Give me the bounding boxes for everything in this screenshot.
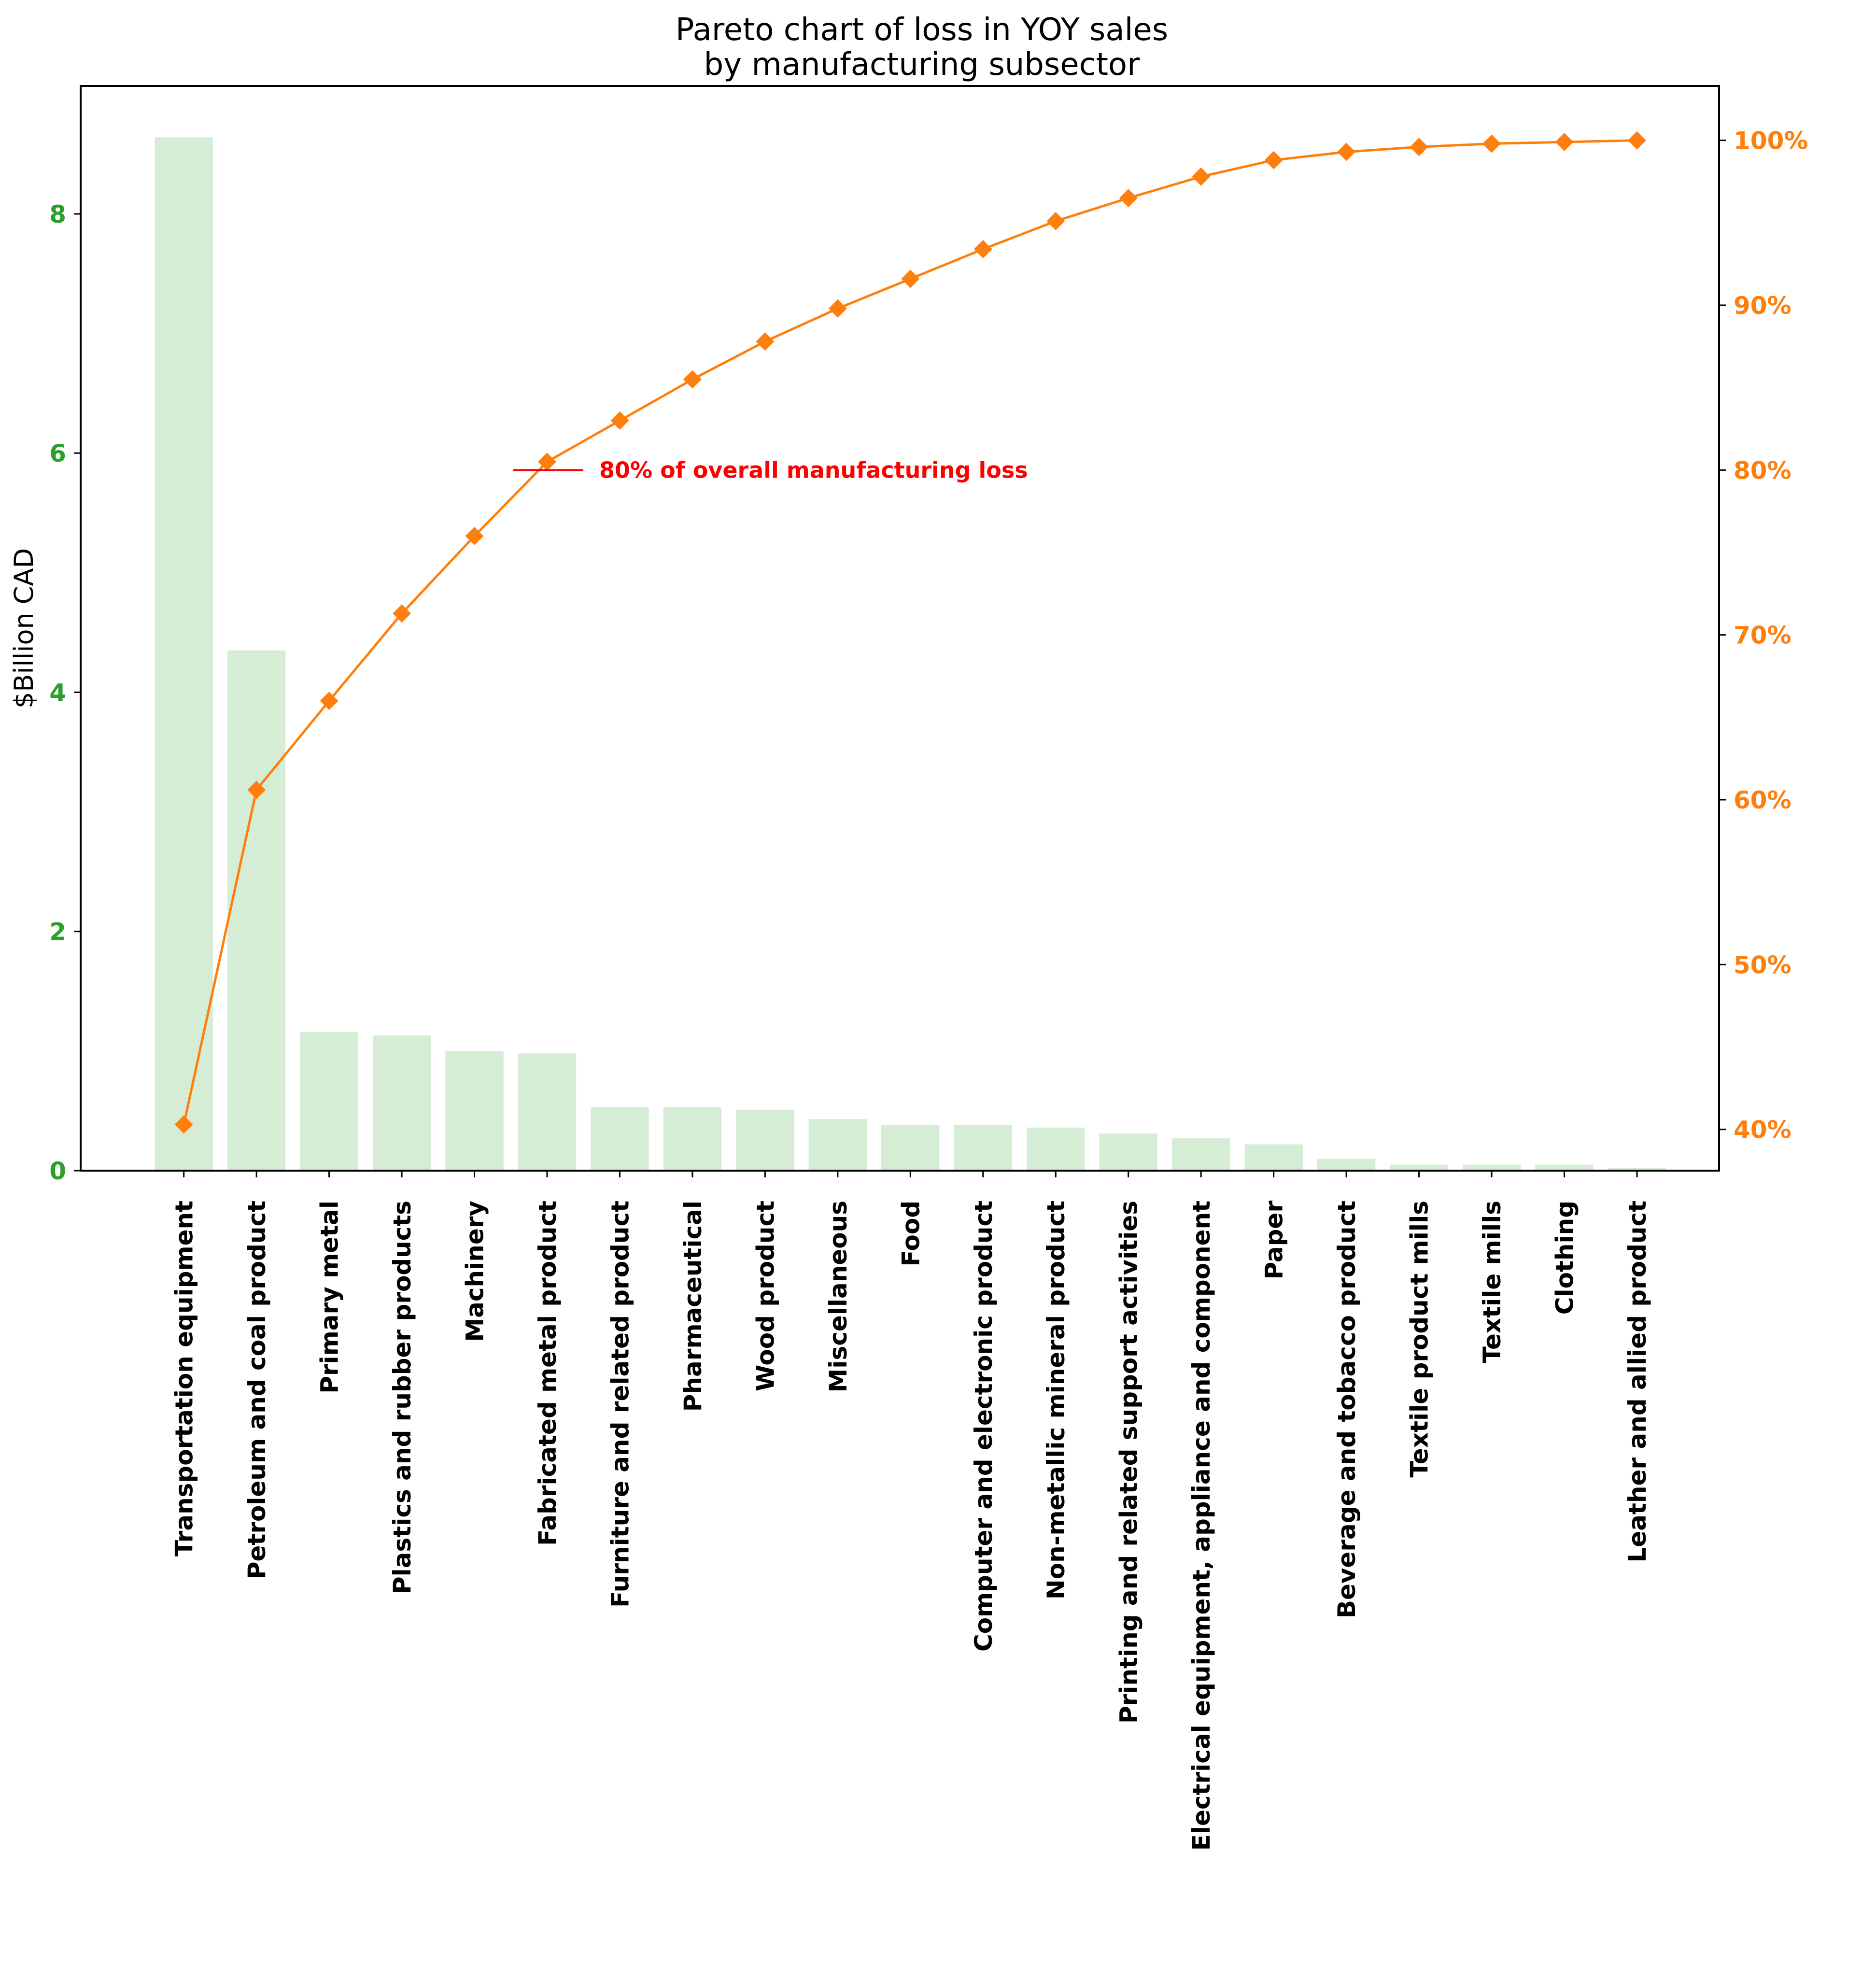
- right-tick-label: 100%: [1734, 127, 1808, 155]
- bar-0: [155, 137, 213, 1171]
- right-tick-label: 50%: [1734, 951, 1791, 979]
- category-label: Plastics and rubber products: [388, 1201, 416, 1594]
- category-label: Clothing: [1551, 1201, 1579, 1315]
- category-label: Petroleum and coal product: [243, 1201, 271, 1579]
- cumulative-point-5: [537, 453, 556, 471]
- cumulative-point-3: [393, 604, 411, 623]
- cumulative-point-18: [1482, 134, 1501, 153]
- bar-11: [954, 1125, 1012, 1171]
- cumulative-point-13: [1119, 189, 1138, 208]
- cumulative-point-8: [756, 332, 775, 351]
- bar-1: [227, 650, 286, 1171]
- left-tick-label: 0: [49, 1157, 66, 1185]
- cumulative-line-layer: [174, 131, 1646, 1134]
- category-label: Beverage and tobacco product: [1333, 1201, 1361, 1618]
- cumulative-point-10: [901, 269, 920, 288]
- bar-13: [1099, 1133, 1157, 1171]
- cumulative-point-4: [465, 526, 484, 545]
- bar-19: [1535, 1164, 1594, 1171]
- cumulative-point-19: [1555, 133, 1574, 152]
- category-label: Paper: [1260, 1201, 1288, 1280]
- category-label: Printing and related support activities: [1115, 1201, 1143, 1724]
- category-label: Transportation equipment: [170, 1201, 198, 1556]
- category-label: Electrical equipment, appliance and comp…: [1187, 1201, 1215, 1851]
- category-label: Leather and allied product: [1623, 1201, 1651, 1563]
- bar-17: [1390, 1164, 1448, 1171]
- bar-14: [1171, 1138, 1230, 1171]
- chart-title: Pareto chart of loss in YOY sales: [676, 12, 1168, 48]
- cumulative-point-14: [1192, 167, 1211, 186]
- category-label: Fabricated metal product: [534, 1201, 562, 1546]
- category-label: Machinery: [461, 1201, 489, 1342]
- category-label: Computer and electronic product: [970, 1201, 998, 1652]
- category-label: Miscellaneous: [824, 1201, 852, 1392]
- cumulative-point-1: [247, 780, 266, 799]
- bar-16: [1317, 1159, 1376, 1171]
- annotation-layer: 80% of overall manufacturing loss: [513, 457, 1028, 483]
- cumulative-point-0: [174, 1115, 193, 1134]
- cumulative-point-20: [1627, 131, 1646, 150]
- bar-6: [591, 1107, 649, 1171]
- left-tick-label: 2: [49, 918, 66, 946]
- plot-frame: [80, 85, 1720, 1172]
- cumulative-point-6: [610, 411, 629, 430]
- left-tick-label: 6: [49, 439, 66, 467]
- bar-5: [518, 1053, 577, 1171]
- bar-20: [1608, 1168, 1666, 1171]
- y-axis-label: $Billion CAD: [9, 548, 39, 708]
- annotation-text: 80% of overall manufacturing loss: [599, 457, 1028, 483]
- right-tick-label: 70%: [1734, 622, 1791, 650]
- bar-4: [445, 1051, 504, 1171]
- cumulative-point-7: [683, 370, 702, 389]
- cumulative-point-15: [1264, 151, 1283, 170]
- cumulative-point-2: [320, 692, 339, 710]
- bar-15: [1244, 1144, 1303, 1171]
- cumulative-point-12: [1046, 212, 1065, 230]
- right-tick-label: 80%: [1734, 456, 1791, 484]
- right-axis: 40% 50% 60% 70% 80% 90% 100%: [1719, 127, 1808, 1144]
- right-tick-label: 40%: [1734, 1116, 1791, 1144]
- bar-7: [663, 1107, 722, 1171]
- right-tick-label: 90%: [1734, 292, 1791, 320]
- bar-12: [1027, 1127, 1085, 1171]
- bar-3: [372, 1035, 431, 1171]
- bar-8: [736, 1109, 794, 1171]
- bar-10: [881, 1125, 940, 1171]
- bar-18: [1462, 1164, 1521, 1171]
- left-tick-label: 4: [49, 679, 66, 707]
- right-tick-label: 60%: [1734, 786, 1791, 814]
- category-label: Wood product: [751, 1201, 779, 1391]
- category-label: Non-metallic mineral product: [1042, 1201, 1070, 1599]
- cumulative-point-9: [828, 299, 847, 318]
- category-label: Textile mills: [1478, 1201, 1506, 1363]
- bar-2: [300, 1032, 358, 1171]
- cumulative-point-16: [1337, 142, 1356, 161]
- category-label: Primary metal: [316, 1201, 344, 1394]
- category-label: Furniture and related product: [606, 1201, 634, 1608]
- bars-layer: [155, 137, 1666, 1171]
- category-label: Pharmaceutical: [679, 1201, 707, 1412]
- cumulative-point-17: [1410, 138, 1428, 156]
- chart-subtitle: by manufacturing subsector: [704, 47, 1140, 83]
- left-axis: 0 2 4 6 8: [49, 200, 81, 1185]
- left-tick-label: 8: [49, 200, 66, 228]
- cumulative-point-11: [973, 240, 992, 258]
- bar-9: [808, 1119, 867, 1171]
- x-axis: Transportation equipment Petroleum and co…: [170, 1171, 1651, 1851]
- category-label: Textile product mills: [1406, 1201, 1434, 1478]
- category-label: Food: [897, 1201, 925, 1267]
